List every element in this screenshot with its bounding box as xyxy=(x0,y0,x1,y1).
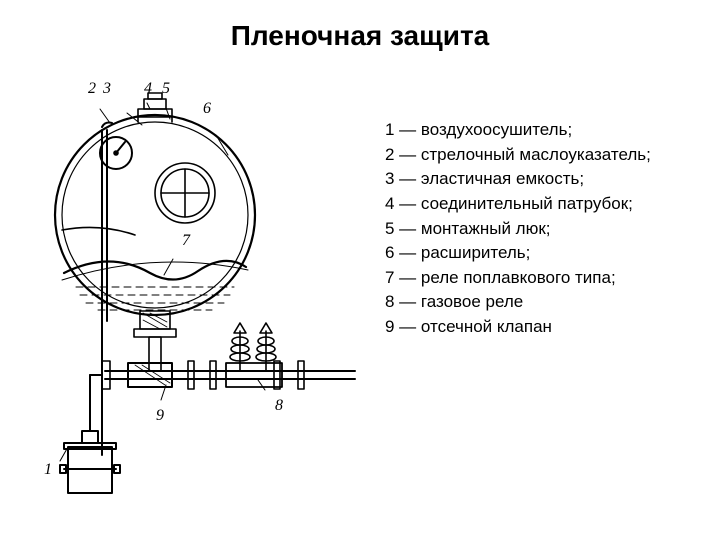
page-title: Пленочная защита xyxy=(0,20,720,52)
callout-number: 2 xyxy=(88,80,96,97)
legend-item: 2 — стрелочный маслоуказатель; xyxy=(385,143,651,168)
legend-item: 6 — расширитель; xyxy=(385,241,651,266)
callout-number: 8 xyxy=(275,397,283,414)
legend-item: 9 — отсечной клапан xyxy=(385,315,651,340)
expander-outer xyxy=(55,115,255,315)
page-root: Пленочная защита 1 — воздухоосушитель;2 … xyxy=(0,0,720,540)
lower-pipe-assembly xyxy=(102,323,355,389)
callout-leader xyxy=(164,259,173,275)
legend-item: 1 — воздухоосушитель; xyxy=(385,118,651,143)
callout-leader xyxy=(147,103,150,109)
callout-number: 3 xyxy=(102,80,111,97)
diagram-svg: 123456789 xyxy=(30,75,360,495)
membrane-upper xyxy=(62,227,135,235)
callout-number: 4 xyxy=(144,80,152,97)
callout-leader xyxy=(100,109,110,123)
legend-item: 4 — соединительный патрубок; xyxy=(385,192,651,217)
fitting-top xyxy=(138,93,172,122)
legend-list: 1 — воздухоосушитель;2 — стрелочный масл… xyxy=(385,118,651,340)
callout-number: 7 xyxy=(182,232,191,249)
legend-item: 8 — газовое реле xyxy=(385,290,651,315)
callout-number: 1 xyxy=(44,461,52,478)
expander-inner xyxy=(62,122,248,308)
internal-pipe xyxy=(102,123,112,456)
oil-gauge xyxy=(100,137,132,169)
legend-item: 5 — монтажный люк; xyxy=(385,217,651,242)
diagram-container: 123456789 xyxy=(30,75,360,495)
float-relay xyxy=(62,261,248,280)
legend-item: 7 — реле поплавкового типа; xyxy=(385,266,651,291)
callout-leader xyxy=(258,380,265,390)
callout-number: 5 xyxy=(162,80,170,97)
callout-number: 9 xyxy=(156,407,164,424)
air-drier xyxy=(60,375,120,493)
callout-number: 6 xyxy=(203,100,211,117)
legend-item: 3 — эластичная емкость; xyxy=(385,167,651,192)
